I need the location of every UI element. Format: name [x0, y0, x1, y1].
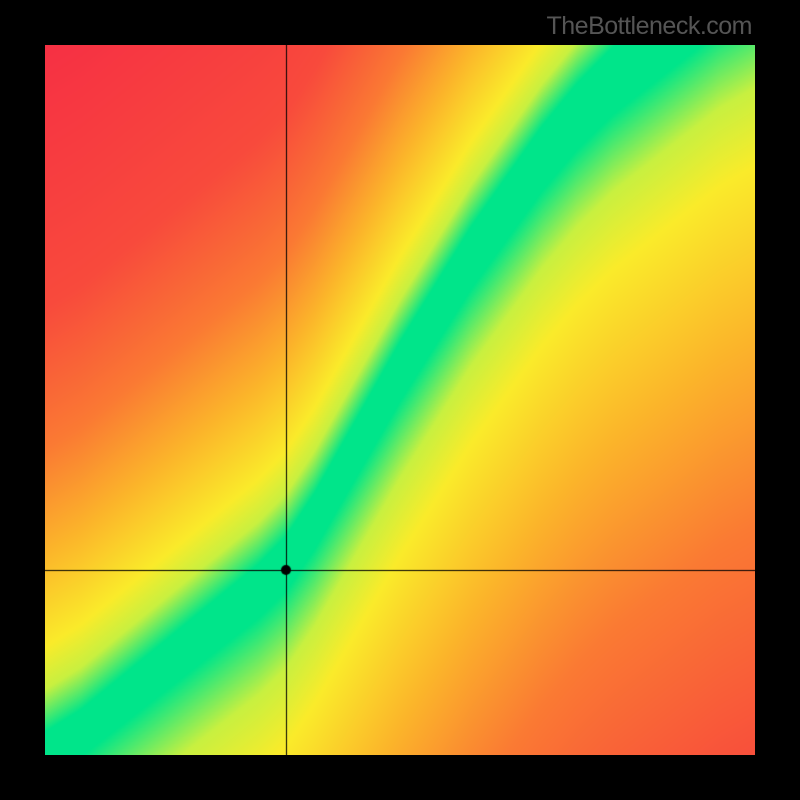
heatmap-canvas [45, 45, 755, 755]
bottleneck-heatmap [45, 45, 755, 755]
watermark-text: TheBottleneck.com [547, 12, 753, 41]
